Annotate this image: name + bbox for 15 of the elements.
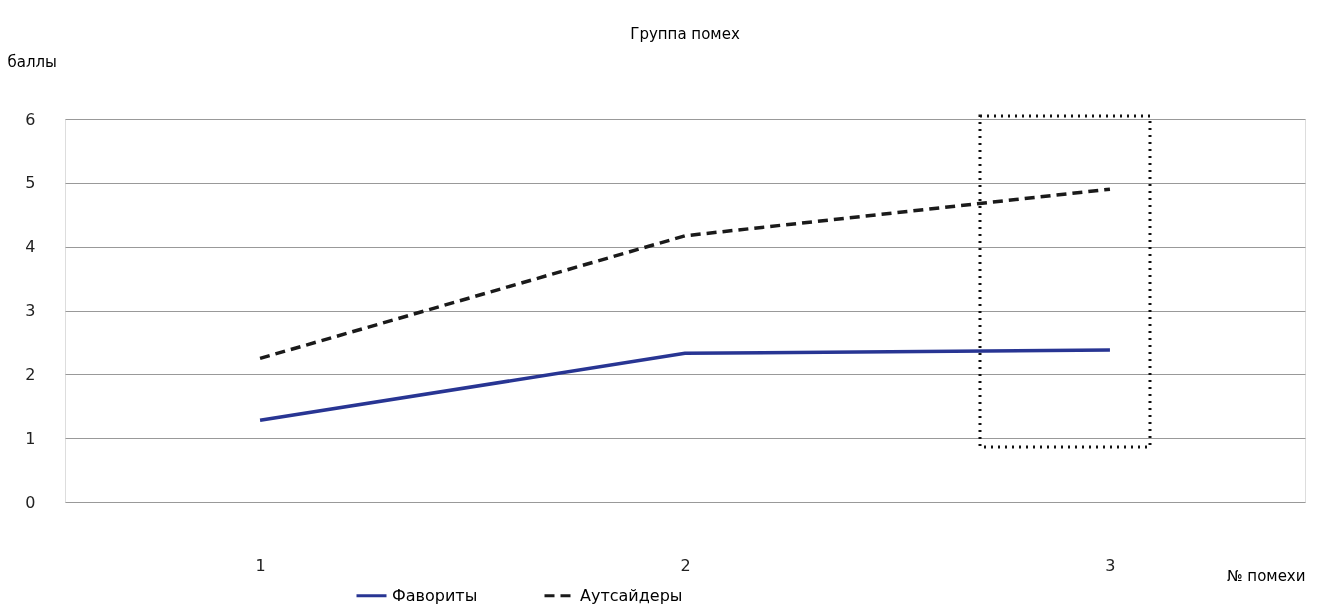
y-tick-label: 3 xyxy=(25,301,36,320)
y-tick-label: 6 xyxy=(25,109,36,129)
chart-title: Группа помех xyxy=(630,25,740,43)
y-tick-label: 2 xyxy=(25,364,36,384)
y-tick-label: 4 xyxy=(25,237,36,257)
y-axis-title: баллы xyxy=(7,52,57,71)
y-tick-label: 0 xyxy=(25,492,36,512)
y-tick-label: 5 xyxy=(25,173,36,193)
x-tick-label: 2 xyxy=(680,555,691,575)
y-tick-label: 1 xyxy=(25,428,36,448)
legend-label: Аутсайдеры xyxy=(580,585,683,605)
x-tick-label: 1 xyxy=(255,555,266,575)
x-tick-label: 3 xyxy=(1105,555,1116,575)
legend-label: Фавориты xyxy=(392,585,478,605)
x-axis-title: № помехи xyxy=(1226,566,1306,585)
